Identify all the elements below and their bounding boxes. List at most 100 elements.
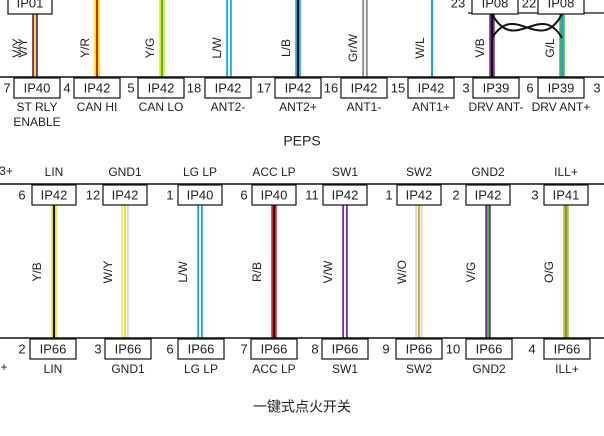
connector-code-top-partial: IP01 bbox=[17, 0, 44, 10]
pin-number: 18 bbox=[187, 80, 201, 95]
pin-number: 7 bbox=[240, 341, 247, 356]
connector-code: IP42 bbox=[332, 187, 359, 202]
wire-color-code: V/W bbox=[321, 260, 335, 283]
pin-number: 7 bbox=[3, 80, 10, 95]
pin-number-trailing: 3 bbox=[593, 80, 600, 95]
connector-code-upper: IP08 bbox=[548, 0, 575, 10]
connector-code: IP66 bbox=[115, 341, 142, 356]
connector-code: IP66 bbox=[188, 341, 215, 356]
pin-number: 4 bbox=[63, 80, 70, 95]
pin-number: 6 bbox=[166, 341, 173, 356]
module-title-ignition-switch: 一键式点火开关 bbox=[253, 399, 351, 415]
wire-color-code: V/B bbox=[473, 38, 487, 57]
pin-number: 3 bbox=[531, 187, 538, 202]
connector-box-5 bbox=[340, 77, 388, 99]
signal-label: ST RLY bbox=[17, 100, 58, 114]
wires-layer bbox=[32, 0, 569, 339]
module-title-peps: PEPS bbox=[283, 133, 320, 149]
pin-number: 17 bbox=[257, 80, 271, 95]
connector-code: IP41 bbox=[553, 187, 580, 202]
twisted-pair-icon bbox=[491, 13, 563, 39]
bus-lines-layer bbox=[0, 12, 604, 339]
signal-label: LIN bbox=[45, 165, 64, 179]
connector-box-top-2 bbox=[177, 184, 223, 206]
signal-label: GND1 bbox=[111, 362, 145, 376]
wire-color-code: L/W bbox=[210, 37, 224, 59]
signal-label: LIN bbox=[44, 362, 63, 376]
connector-box-7 bbox=[472, 77, 520, 99]
connector-box-top-0 bbox=[31, 184, 77, 206]
wire-color-code: Gr/W bbox=[346, 33, 360, 62]
pin-number: 15 bbox=[391, 80, 405, 95]
wire-color-code: V/G bbox=[464, 262, 478, 283]
pin-number: 4 bbox=[528, 341, 535, 356]
connector-box-2 bbox=[137, 77, 185, 99]
connector-code: IP42 bbox=[285, 80, 312, 95]
signal-label: ANT1+ bbox=[412, 100, 450, 114]
connector-code: IP42 bbox=[351, 80, 378, 95]
connector-code: IP66 bbox=[476, 341, 503, 356]
wire-color-code: R/B bbox=[250, 262, 264, 282]
signal-label: SW1 bbox=[332, 362, 358, 376]
connector-box-upper-1 bbox=[537, 0, 585, 15]
connector-box-top-3 bbox=[251, 184, 297, 206]
signal-label: GND2 bbox=[472, 362, 506, 376]
signal-label: GND2 bbox=[471, 165, 505, 179]
pin-number: 6 bbox=[240, 187, 247, 202]
connector-code: IP42 bbox=[148, 80, 175, 95]
connector-box-bottom-4 bbox=[321, 338, 369, 360]
signal-label: ANT2+ bbox=[279, 100, 317, 114]
connector-box-1 bbox=[73, 77, 121, 99]
pin-number-upper: 23 bbox=[451, 0, 465, 10]
pin-number: 2 bbox=[452, 187, 459, 202]
pin-number: 3 bbox=[94, 341, 101, 356]
pin-number: 2 bbox=[18, 341, 25, 356]
wire-color-code: V/Y bbox=[16, 38, 30, 57]
connectors-layer bbox=[7, 0, 591, 360]
partial-label-top: 3+ bbox=[0, 164, 13, 178]
connector-code: IP42 bbox=[406, 187, 433, 202]
signal-label: ILL+ bbox=[555, 362, 579, 376]
connector-box-top-1 bbox=[102, 184, 148, 206]
connector-code: IP66 bbox=[554, 341, 581, 356]
connector-code: IP39 bbox=[548, 80, 575, 95]
wire-color-code: L/W bbox=[176, 261, 190, 283]
pin-number: 6 bbox=[18, 187, 25, 202]
connector-box-upper-0 bbox=[471, 0, 519, 15]
connector-code: IP66 bbox=[406, 341, 433, 356]
labels-layer: IP01 V/Y IP40 7 V/Y ST RLY IP42 4 Y/R CAN HI IP42 5… bbox=[0, 0, 601, 415]
connector-code: IP42 bbox=[84, 80, 111, 95]
wire-color-code: Y/G bbox=[143, 38, 157, 59]
signal-label: LG LP bbox=[184, 362, 218, 376]
connector-code: IP66 bbox=[261, 341, 288, 356]
partial-label-bottom: + bbox=[0, 360, 7, 374]
pin-number: 12 bbox=[86, 187, 100, 202]
signal-label: GND1 bbox=[108, 165, 142, 179]
wire-color-code: W/O bbox=[395, 260, 409, 284]
signal-label: ANT2- bbox=[211, 100, 246, 114]
wire-color-code: Y/R bbox=[78, 38, 92, 58]
connector-box-bottom-7 bbox=[543, 338, 591, 360]
connector-code-upper: IP08 bbox=[482, 0, 509, 10]
connector-box-bottom-6 bbox=[465, 338, 513, 360]
connector-box-4 bbox=[274, 77, 322, 99]
signal-label: ACC LP bbox=[252, 165, 295, 179]
connector-box-bottom-1 bbox=[104, 338, 152, 360]
signal-label: ANT1- bbox=[347, 100, 382, 114]
pin-number: 9 bbox=[382, 341, 389, 356]
signal-label: DRV ANT- bbox=[468, 100, 523, 114]
signal-label: LG LP bbox=[183, 165, 217, 179]
signal-label: SW2 bbox=[406, 362, 432, 376]
connector-box-top-4 bbox=[322, 184, 368, 206]
signal-label: CAN HI bbox=[77, 100, 118, 114]
connector-code: IP40 bbox=[261, 187, 288, 202]
pin-number: 10 bbox=[446, 341, 460, 356]
connector-code: IP40 bbox=[24, 80, 51, 95]
signal-label: CAN LO bbox=[139, 100, 184, 114]
connector-box-top-5 bbox=[396, 184, 442, 206]
wire-color-code: G/L bbox=[543, 38, 557, 58]
connector-code: IP40 bbox=[187, 187, 214, 202]
pin-number: 11 bbox=[305, 187, 319, 202]
pin-number: 6 bbox=[526, 80, 533, 95]
